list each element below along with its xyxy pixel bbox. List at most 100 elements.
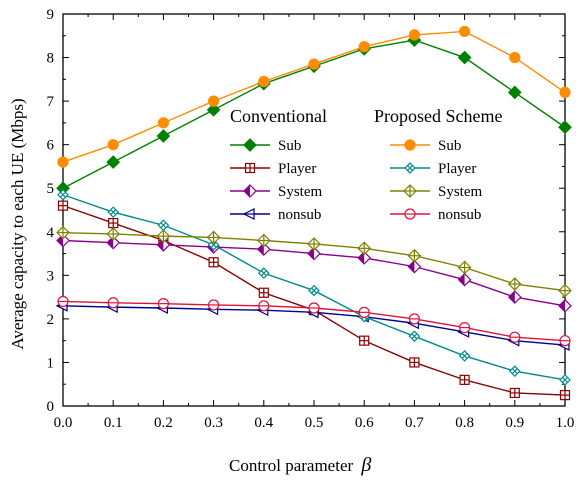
data-point-proposed-nonsub	[509, 331, 521, 343]
legend-entry-proposed-sub: Sub	[390, 138, 461, 154]
data-point-conventional-player	[459, 374, 470, 385]
series-conventional-player	[57, 200, 571, 401]
data-point-conventional-player	[509, 387, 520, 399]
data-point-proposed-sub	[107, 139, 119, 151]
legend-label: Player	[438, 161, 476, 177]
data-point-proposed-nonsub	[358, 306, 370, 318]
legend-swatch-marker	[404, 208, 416, 220]
data-point-conventional-sub	[106, 155, 121, 169]
x-tick-label: 0.6	[355, 415, 374, 431]
data-point-proposed-player	[508, 365, 521, 378]
x-tick-label: 0.8	[455, 415, 474, 431]
data-point-conventional-system	[457, 272, 472, 287]
data-point-proposed-system	[457, 260, 472, 275]
data-point-proposed-system	[56, 225, 70, 240]
y-tick-label: 9	[47, 7, 55, 23]
x-tick-label: 0.4	[254, 415, 273, 431]
series-proposed-system	[56, 225, 572, 298]
data-point-conventional-player	[258, 287, 269, 298]
y-tick-label: 7	[47, 94, 55, 110]
data-point-conventional-system	[156, 237, 171, 252]
legend-swatch-marker	[243, 184, 257, 198]
data-point-proposed-sub	[559, 86, 571, 99]
legend-entry-conventional-player: Player	[230, 161, 316, 177]
data-point-proposed-system	[206, 230, 221, 245]
data-point-proposed-nonsub	[559, 335, 571, 347]
data-point-proposed-player	[107, 206, 120, 219]
legend-swatch-marker	[404, 162, 416, 174]
data-point-conventional-player	[409, 357, 420, 368]
x-tick-label: 0.7	[405, 415, 424, 431]
data-point-conventional-system	[256, 242, 271, 257]
data-point-proposed-player	[57, 188, 69, 201]
y-tick-label: 8	[47, 51, 55, 67]
x-tick-label: 0.3	[204, 415, 223, 431]
data-point-proposed-nonsub	[308, 302, 320, 314]
data-point-conventional-player	[108, 217, 119, 229]
data-point-proposed-sub	[509, 51, 521, 64]
data-point-proposed-player	[257, 267, 270, 280]
data-point-proposed-nonsub	[408, 313, 420, 325]
data-point-conventional-system	[407, 259, 422, 274]
legend-swatch-marker	[244, 162, 256, 174]
series-proposed-sub	[57, 25, 571, 168]
data-point-conventional-system	[307, 246, 321, 261]
legend-swatch-marker	[243, 138, 257, 152]
data-point-proposed-player	[559, 374, 571, 386]
series-line-proposed-sub	[62, 30, 566, 163]
data-point-proposed-player	[308, 284, 320, 297]
x-tick-label: 1.0	[556, 415, 575, 431]
legend-label: Sub	[278, 138, 301, 154]
data-point-proposed-sub	[459, 25, 471, 38]
x-tick-label: 0.9	[505, 415, 524, 431]
data-point-proposed-system	[558, 283, 572, 298]
data-point-conventional-sub	[507, 85, 522, 100]
legend-swatch-marker	[404, 139, 416, 151]
legend-entry-conventional-system: System	[230, 184, 323, 200]
data-point-conventional-player	[208, 257, 219, 268]
x-tick-label: 0.5	[305, 415, 324, 431]
legend-swatch-marker	[403, 184, 417, 198]
y-tick-label: 5	[47, 181, 55, 197]
data-point-conventional-sub	[457, 50, 472, 65]
data-point-proposed-system	[357, 241, 372, 256]
data-point-proposed-system	[156, 229, 171, 243]
x-tick-label: 0.0	[54, 415, 73, 431]
legend-group-title-conventional: Conventional	[230, 106, 327, 126]
data-point-proposed-system	[256, 233, 271, 248]
data-point-proposed-nonsub	[208, 299, 220, 311]
data-point-proposed-nonsub	[258, 300, 270, 312]
y-axis-label: Average capacity to each UE (Mbps)	[8, 98, 27, 349]
legend-entry-proposed-nonsub: nonsub	[390, 207, 481, 223]
data-point-conventional-sub	[156, 129, 171, 143]
data-point-conventional-sub	[206, 102, 221, 117]
data-point-proposed-system	[407, 248, 422, 263]
data-point-proposed-player	[207, 238, 220, 251]
data-point-conventional-system	[507, 290, 522, 304]
data-point-conventional-player	[359, 335, 370, 346]
x-axis-label: Control parameter β	[229, 454, 371, 476]
series-lines	[55, 25, 572, 401]
legend-entry-proposed-system: System	[390, 184, 483, 200]
y-tick-label: 4	[47, 225, 55, 241]
data-point-conventional-system	[106, 235, 121, 250]
axis-ticks: 0.0 0.1 0.2 0.3 0.4 0.5 0.6 0.7 0.8 0.9 1.0 0 1 2 3 4 5 6…	[47, 7, 575, 431]
data-point-proposed-sub	[308, 58, 320, 70]
legend-swatch-marker	[242, 208, 255, 220]
legend-label: System	[438, 184, 483, 200]
legend-group-title-proposed: Proposed Scheme	[374, 106, 502, 126]
legend: Conventional Proposed Scheme Sub Player Sy…	[230, 106, 502, 223]
data-point-proposed-sub	[208, 95, 220, 107]
y-tick-label: 2	[47, 312, 55, 328]
data-point-conventional-system	[558, 298, 572, 313]
data-point-proposed-nonsub	[57, 295, 69, 308]
data-point-proposed-system	[307, 237, 321, 251]
legend-entry-conventional-nonsub: nonsub	[230, 207, 321, 223]
data-point-proposed-sub	[358, 41, 370, 53]
x-tick-label: 0.1	[104, 415, 123, 431]
data-point-proposed-system	[106, 227, 121, 241]
data-point-proposed-nonsub	[107, 297, 119, 309]
y-tick-label: 0	[47, 399, 55, 415]
y-tick-label: 6	[47, 138, 55, 154]
data-point-proposed-nonsub	[157, 298, 169, 310]
